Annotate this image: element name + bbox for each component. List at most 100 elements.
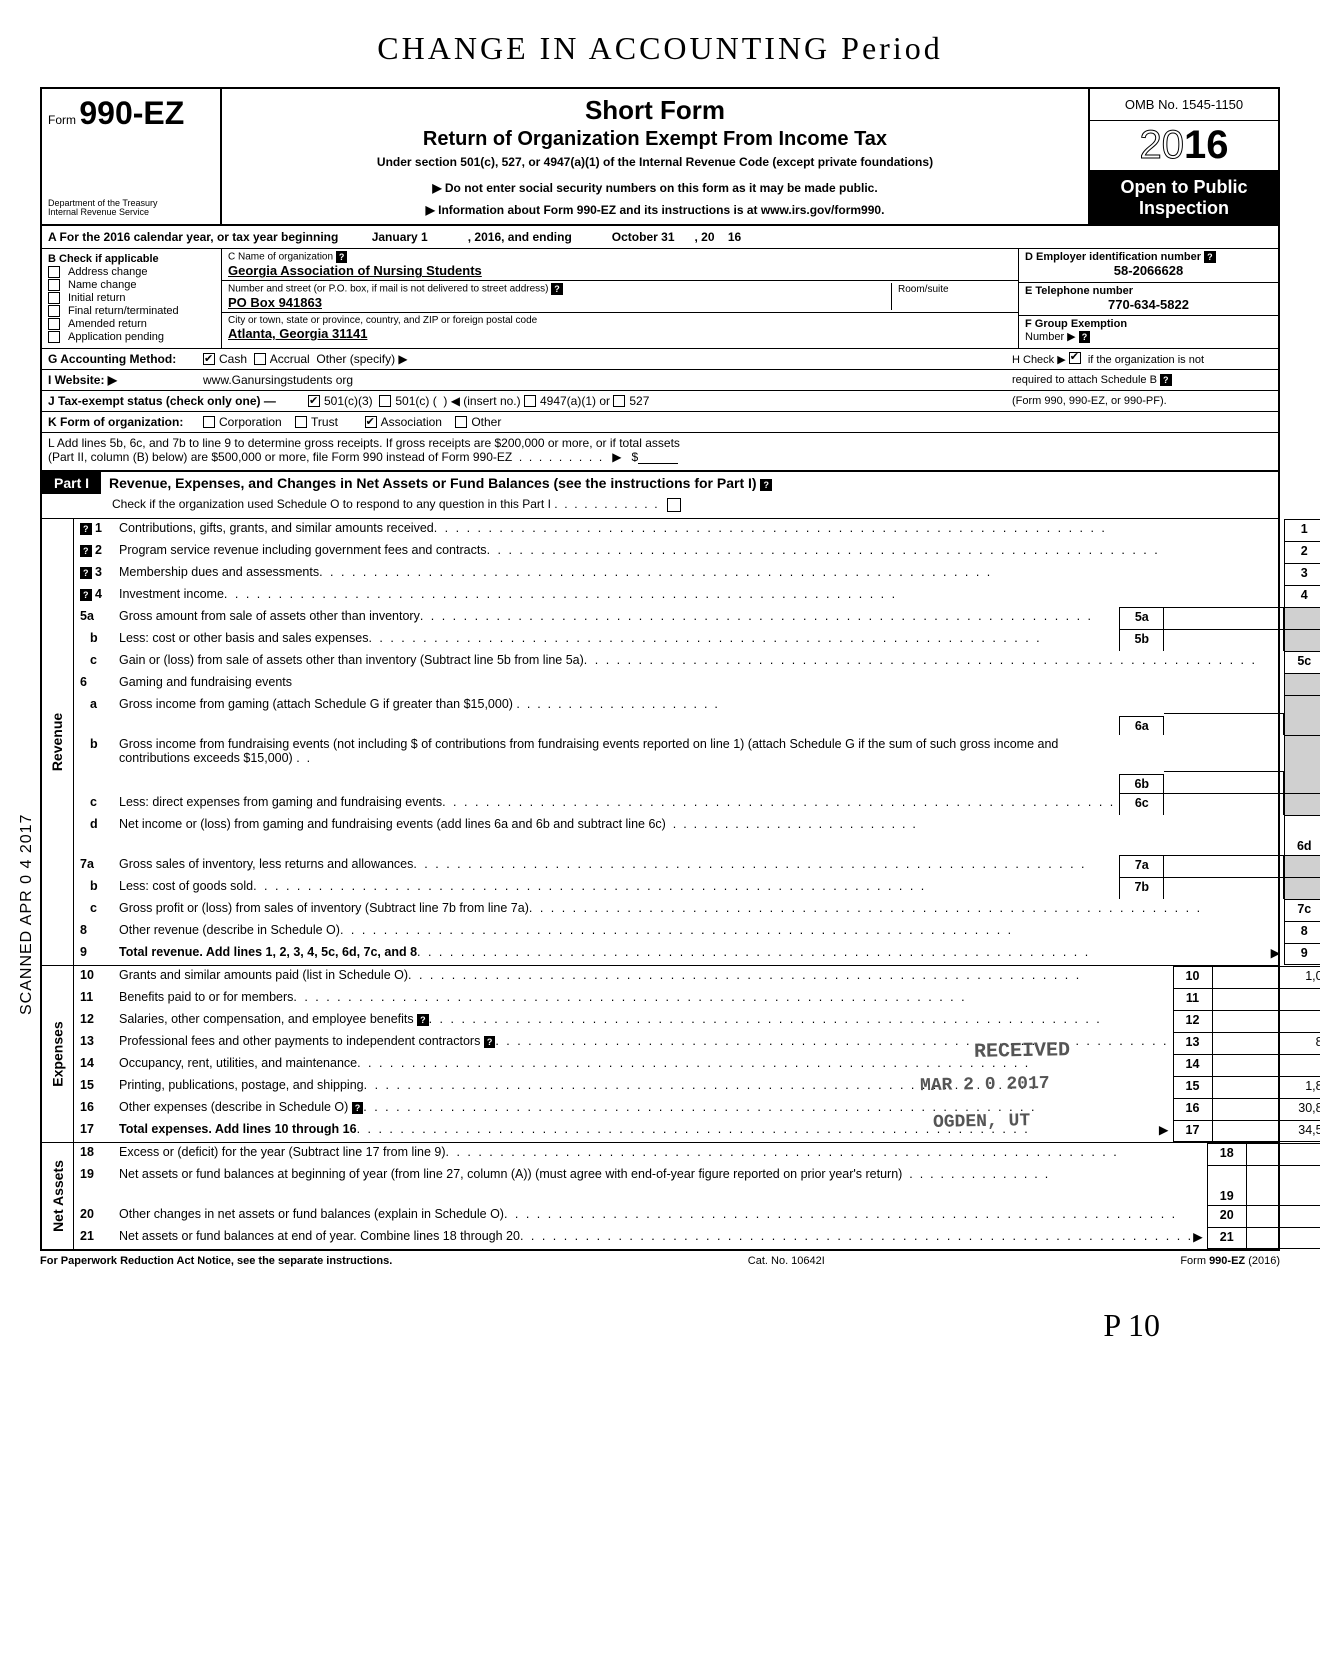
row-l-arrow: ▶	[612, 450, 621, 464]
row-g: G Accounting Method: Cash Accrual Other …	[42, 349, 1278, 370]
chk-initial-return[interactable]: Initial return	[48, 292, 215, 304]
line-3: ? 3 Membership dues and assessments 316,…	[74, 563, 1320, 585]
row-l-text1: L Add lines 5b, 6c, and 7b to line 9 to …	[48, 436, 1272, 450]
year-prefix: 20	[1140, 123, 1185, 167]
chk-accrual[interactable]	[254, 353, 266, 365]
form-header: Form 990-EZ Department of the Treasury I…	[42, 89, 1278, 226]
lbl-amended-return: Amended return	[68, 318, 147, 330]
line-18: 18 Excess or (deficit) for the year (Sub…	[74, 1143, 1320, 1165]
part1-title: Revenue, Expenses, and Changes in Net As…	[101, 472, 1278, 494]
line-6: 6 Gaming and fundraising events	[74, 673, 1320, 695]
block-identity: B Check if applicable Address change Nam…	[42, 249, 1278, 349]
lbl-501c: 501(c) (	[395, 394, 436, 408]
lbl-final-return: Final return/terminated	[68, 305, 179, 317]
row-i: I Website: ▶ www.Ganursingstudents org r…	[42, 370, 1278, 391]
row-a-begin: January 1	[372, 230, 428, 244]
line-14: 14 Occupancy, rent, utilities, and maint…	[74, 1054, 1320, 1076]
col-b-header: B Check if applicable	[48, 253, 215, 265]
header-middle: Short Form Return of Organization Exempt…	[222, 89, 1088, 224]
col-c-org-info: C Name of organization ? Georgia Associa…	[222, 249, 1018, 348]
chk-h[interactable]	[1069, 352, 1081, 364]
chk-501c3[interactable]	[308, 395, 320, 407]
chk-501c[interactable]	[379, 395, 391, 407]
lbl-cash: Cash	[219, 352, 247, 366]
part1-checkbox[interactable]	[667, 498, 681, 512]
row-k: K Form of organization: Corporation Trus…	[42, 412, 1278, 433]
row-a-end: October 31	[612, 230, 675, 244]
chk-name-change[interactable]: Name change	[48, 279, 215, 291]
d-label: D Employer identification number ?	[1025, 251, 1216, 263]
addr-label: Number and street (or P.O. box, if mail …	[228, 283, 885, 295]
f-label: F Group Exemption	[1025, 318, 1127, 330]
dept-irs: Internal Revenue Service	[48, 208, 214, 218]
line-17: 17 Total expenses. Add lines 10 through …	[74, 1120, 1320, 1142]
line-17-value: 34,583	[1213, 1120, 1320, 1142]
lbl-accrual: Accrual	[270, 352, 310, 366]
lbl-501c3: 501(c)(3)	[324, 394, 373, 408]
lbl-4947: 4947(a)(1) or	[540, 394, 610, 408]
chk-corporation[interactable]	[203, 416, 215, 428]
chk-trust[interactable]	[295, 416, 307, 428]
part1-tag: Part I	[42, 472, 101, 494]
footer-left: For Paperwork Reduction Act Notice, see …	[40, 1255, 392, 1267]
open-to-public: Open to Public Inspection	[1090, 171, 1278, 224]
year-bold: 16	[1184, 123, 1229, 167]
chk-cash[interactable]	[203, 353, 215, 365]
h-note-2: required to attach Schedule B ?	[1012, 374, 1272, 386]
website-value: www.Ganursingstudents org	[203, 373, 353, 387]
line-19: 19 Net assets or fund balances at beginn…	[74, 1165, 1320, 1205]
line-7b: b Less: cost of goods sold 7b	[74, 877, 1320, 899]
lbl-application-pending: Application pending	[68, 331, 164, 343]
tax-year: 2016	[1090, 121, 1278, 171]
title-return: Return of Organization Exempt From Incom…	[232, 128, 1078, 151]
chk-application-pending[interactable]: Application pending	[48, 331, 215, 343]
row-j: J Tax-exempt status (check only one) — 5…	[42, 391, 1278, 412]
org-city: Atlanta, Georgia 31141	[228, 326, 1012, 341]
line-10: 10 Grants and similar amounts paid (list…	[74, 966, 1320, 988]
line-12: 12 Salaries, other compensation, and emp…	[74, 1010, 1320, 1032]
netassets-label: Net Assets	[42, 1143, 74, 1249]
g-label: G Accounting Method:	[48, 352, 203, 366]
line-1: ? 1 Contributions, gifts, grants, and si…	[74, 519, 1320, 541]
row-a-prefix: A For the 2016 calendar year, or tax yea…	[48, 230, 338, 244]
line-5b: b Less: cost or other basis and sales ex…	[74, 629, 1320, 651]
handwritten-title: CHANGE IN ACCOUNTING Period	[40, 30, 1280, 67]
line-11: 11 Benefits paid to or for members 11	[74, 988, 1320, 1010]
line-5a: 5a Gross amount from sale of assets othe…	[74, 607, 1320, 629]
line-20: 20 Other changes in net assets or fund b…	[74, 1205, 1320, 1227]
expenses-section: Expenses 10 Grants and similar amounts p…	[42, 965, 1278, 1142]
chk-4947[interactable]	[524, 395, 536, 407]
row-a-yy: 16	[728, 230, 741, 244]
form-label: Form	[48, 113, 76, 127]
lbl-name-change: Name change	[68, 279, 137, 291]
j-label: J Tax-exempt status (check only one) —	[48, 394, 308, 408]
ein-value: 58-2066628	[1025, 263, 1272, 278]
line-6a: a Gross income from gaming (attach Sched…	[74, 695, 1320, 735]
chk-final-return[interactable]: Final return/terminated	[48, 305, 215, 317]
h-note-1: H Check ▶ if the organization is not	[1012, 352, 1272, 366]
revenue-section: Revenue ? 1 Contributions, gifts, grants…	[42, 519, 1278, 965]
lbl-other-method: Other (specify) ▶	[316, 352, 407, 366]
line-13: 13 Professional fees and other payments …	[74, 1032, 1320, 1054]
phone-value: 770-634-5822	[1025, 297, 1272, 312]
chk-other-org[interactable]	[455, 416, 467, 428]
row-a-mid: , 2016, and ending	[468, 230, 572, 244]
chk-association[interactable]	[365, 416, 377, 428]
line-7c: c Gross profit or (loss) from sales of i…	[74, 899, 1320, 921]
footer-cat: Cat. No. 10642I	[392, 1255, 1180, 1267]
part1-subtitle: Check if the organization used Schedule …	[42, 494, 1278, 519]
line-9: 9 Total revenue. Add lines 1, 2, 3, 4, 5…	[74, 943, 1320, 965]
row-a-suffix: , 20	[695, 230, 715, 244]
lbl-association: Association	[381, 415, 442, 429]
chk-address-change[interactable]: Address change	[48, 266, 215, 278]
lbl-initial-return: Initial return	[68, 292, 125, 304]
row-l-dollar: $	[631, 450, 638, 464]
line-6c: c Less: direct expenses from gaming and …	[74, 793, 1320, 815]
line-6d: d Net income or (loss) from gaming and f…	[74, 815, 1320, 855]
footer-right: Form 990-EZ (2016)	[1180, 1255, 1280, 1267]
chk-amended-return[interactable]: Amended return	[48, 318, 215, 330]
handwritten-p10: P 10	[40, 1267, 1280, 1344]
line-15: 15 Printing, publications, postage, and …	[74, 1076, 1320, 1098]
chk-527[interactable]	[613, 395, 625, 407]
lbl-insert-no: ) ◀ (insert no.)	[443, 394, 520, 408]
